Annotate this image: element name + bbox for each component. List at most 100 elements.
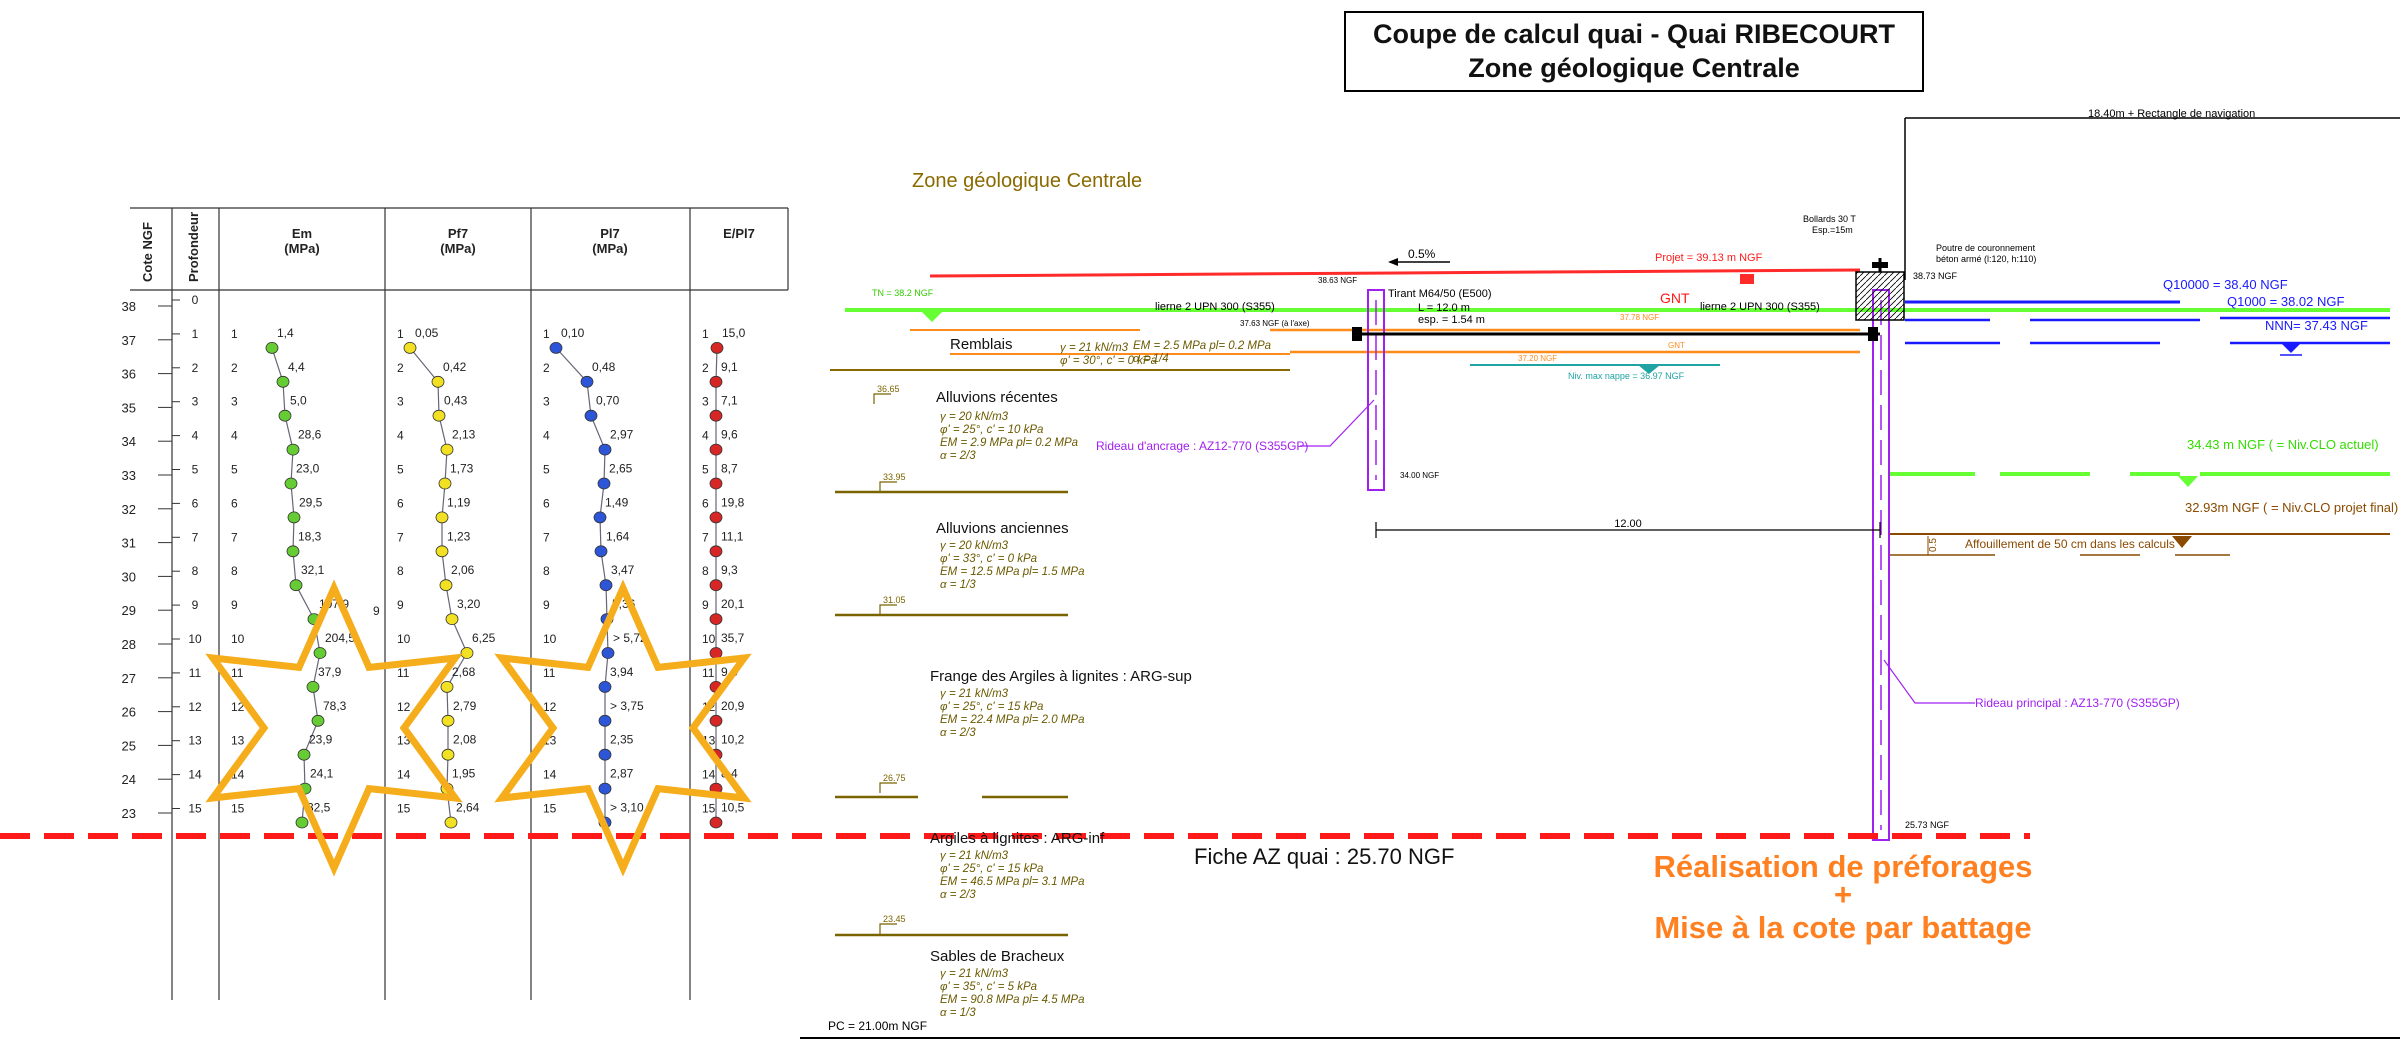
epl-value-13: 10,2 (721, 733, 745, 747)
em-depth-15: 15 (231, 802, 245, 816)
prof-tick-4: 4 (192, 429, 199, 443)
pf-point-2 (431, 375, 445, 388)
poutre-label-1: Poutre de couronnement (1936, 243, 2036, 253)
layer-name-1: Alluvions récentes (936, 389, 1058, 406)
epl-depth-3: 3 (702, 395, 709, 409)
pf-depth-1: 1 (397, 327, 404, 341)
layer-param-1-1: φ' = 25°, c' = 10 kPa (940, 424, 1043, 436)
cote-tick-32: 32 (122, 502, 136, 517)
pt-3778: 37.78 NGF (1620, 313, 1659, 322)
layer-param-1-0: γ = 20 kN/m3 (940, 411, 1009, 423)
pf-value-11: 2,68 (452, 665, 476, 679)
pl-value-1: 0,10 (561, 326, 585, 340)
pl-value-2: 0,48 (592, 360, 616, 374)
header-cote: Cote NGF (140, 222, 155, 282)
em-extra-nine: 9 (373, 604, 380, 618)
em-depth-11: 11 (231, 666, 244, 680)
em-point-7 (286, 545, 300, 558)
nav-rect-label: 18.40m + Rectangle de navigation (2088, 108, 2255, 120)
layer-param-4-3: α = 2/3 (940, 889, 976, 901)
epl-depth-9: 9 (702, 598, 709, 612)
cote-tick-29: 29 (122, 603, 136, 618)
pf-depth-8: 8 (397, 564, 404, 578)
em-depth-12: 12 (231, 700, 245, 714)
pf-depth-11: 11 (397, 666, 410, 680)
pl-depth-5: 5 (543, 463, 550, 477)
epl-point-2 (709, 375, 723, 388)
pf-depth-5: 5 (397, 463, 404, 477)
header-pf-1: (MPa) (440, 241, 475, 256)
pl-value-6: 1,49 (605, 495, 629, 509)
em-value-1: 1,4 (277, 326, 294, 340)
pl-depth-14: 14 (543, 768, 557, 782)
pt-3763: 37.63 NGF (à l'axe) (1240, 319, 1310, 328)
em-value-2: 4,4 (288, 360, 305, 374)
layer-param-3-0: γ = 21 kN/m3 (940, 688, 1009, 700)
epl-point-5 (709, 477, 723, 490)
layer-param-2-3: α = 1/3 (940, 579, 976, 591)
epl-depth-1: 1 (702, 327, 709, 341)
cote-tick-33: 33 (122, 468, 136, 483)
lierne-left-label: lierne 2 UPN 300 (S355) (1155, 301, 1275, 313)
pl-value-11: 3,94 (610, 665, 634, 679)
epl-point-15 (709, 816, 723, 829)
layer-base-1: 33.95 (883, 472, 906, 482)
cote-tick-31: 31 (122, 536, 136, 551)
pl-depth-2: 2 (543, 361, 550, 375)
em-depth-5: 5 (231, 463, 238, 477)
pl-value-13: 2,35 (610, 733, 634, 747)
pf-depth-15: 15 (397, 802, 411, 816)
epl-value-2: 9,1 (721, 360, 738, 374)
layer-param-5-3: α = 1/3 (940, 1007, 976, 1019)
layer-param-0-0: γ = 21 kN/m3 (1060, 342, 1129, 354)
prof-tick-6: 6 (192, 496, 199, 510)
nappe-label: Niv. max nappe = 36.97 NGF (1568, 371, 1685, 381)
cote-tick-34: 34 (122, 434, 136, 449)
prof-tick-2: 2 (192, 361, 199, 375)
pl-value-14: 2,87 (610, 767, 634, 781)
pf-point-7 (435, 545, 449, 558)
pf-value-5: 1,73 (450, 462, 474, 476)
pf-depth-9: 9 (397, 598, 404, 612)
epl-depth-7: 7 (702, 530, 709, 544)
aff-dim-label: 0.5 (1928, 538, 1939, 552)
pf-point-3 (432, 409, 446, 422)
pf-depth-7: 7 (397, 530, 404, 544)
poutre-label-2: béton armé (l:120, h:110) (1936, 254, 2036, 264)
pf-value-8: 2,06 (451, 563, 475, 577)
pf-value-1: 0,05 (415, 326, 439, 340)
layer-param-b-0-1: α = 1/4 (1133, 353, 1169, 365)
epl-value-15: 10,5 (721, 801, 745, 815)
epl-point-8 (709, 579, 723, 592)
pl-point-4 (598, 443, 612, 456)
epl-depth-8: 8 (702, 564, 709, 578)
pf-value-12: 2,79 (453, 699, 477, 713)
layer-param-5-0: γ = 21 kN/m3 (940, 968, 1009, 980)
gnt-small-label: GNT (1668, 341, 1685, 350)
layer-param-3-2: EM = 22.4 MPa pl= 2.0 MPa (940, 714, 1084, 726)
pl-value-3: 0,70 (596, 394, 620, 408)
realisation-line-2: + (1834, 877, 1852, 912)
pf-point-5 (438, 477, 452, 490)
em-value-12: 78,3 (323, 699, 347, 713)
q1000-label: Q1000 = 38.02 NGF (2227, 294, 2344, 309)
pl-depth-3: 3 (543, 395, 550, 409)
epl-depth-2: 2 (702, 361, 709, 375)
em-point-3 (278, 409, 292, 422)
header-em-1: (MPa) (284, 241, 319, 256)
layer-param-1-3: α = 2/3 (940, 450, 976, 462)
header-pf-0: Pf7 (448, 226, 468, 241)
epl-value-12: 20,9 (721, 699, 745, 713)
pl-value-4: 2,97 (610, 428, 634, 442)
pt-2573: 25.73 NGF (1905, 820, 1950, 830)
title-block: Coupe de calcul quai - Quai RIBECOURT Zo… (1344, 11, 1924, 92)
pl-value-8: 3,47 (611, 563, 635, 577)
pt-3400: 34.00 NGF (1400, 471, 1439, 480)
header-epl-0: E/Pl7 (723, 226, 755, 241)
em-value-6: 29,5 (299, 495, 323, 509)
em-value-5: 23,0 (296, 462, 320, 476)
title-line-1: Coupe de calcul quai - Quai RIBECOURT (1373, 19, 1896, 49)
em-value-13: 23,9 (309, 733, 333, 747)
pf-point-6 (435, 511, 449, 524)
borehole-log (130, 207, 789, 1000)
